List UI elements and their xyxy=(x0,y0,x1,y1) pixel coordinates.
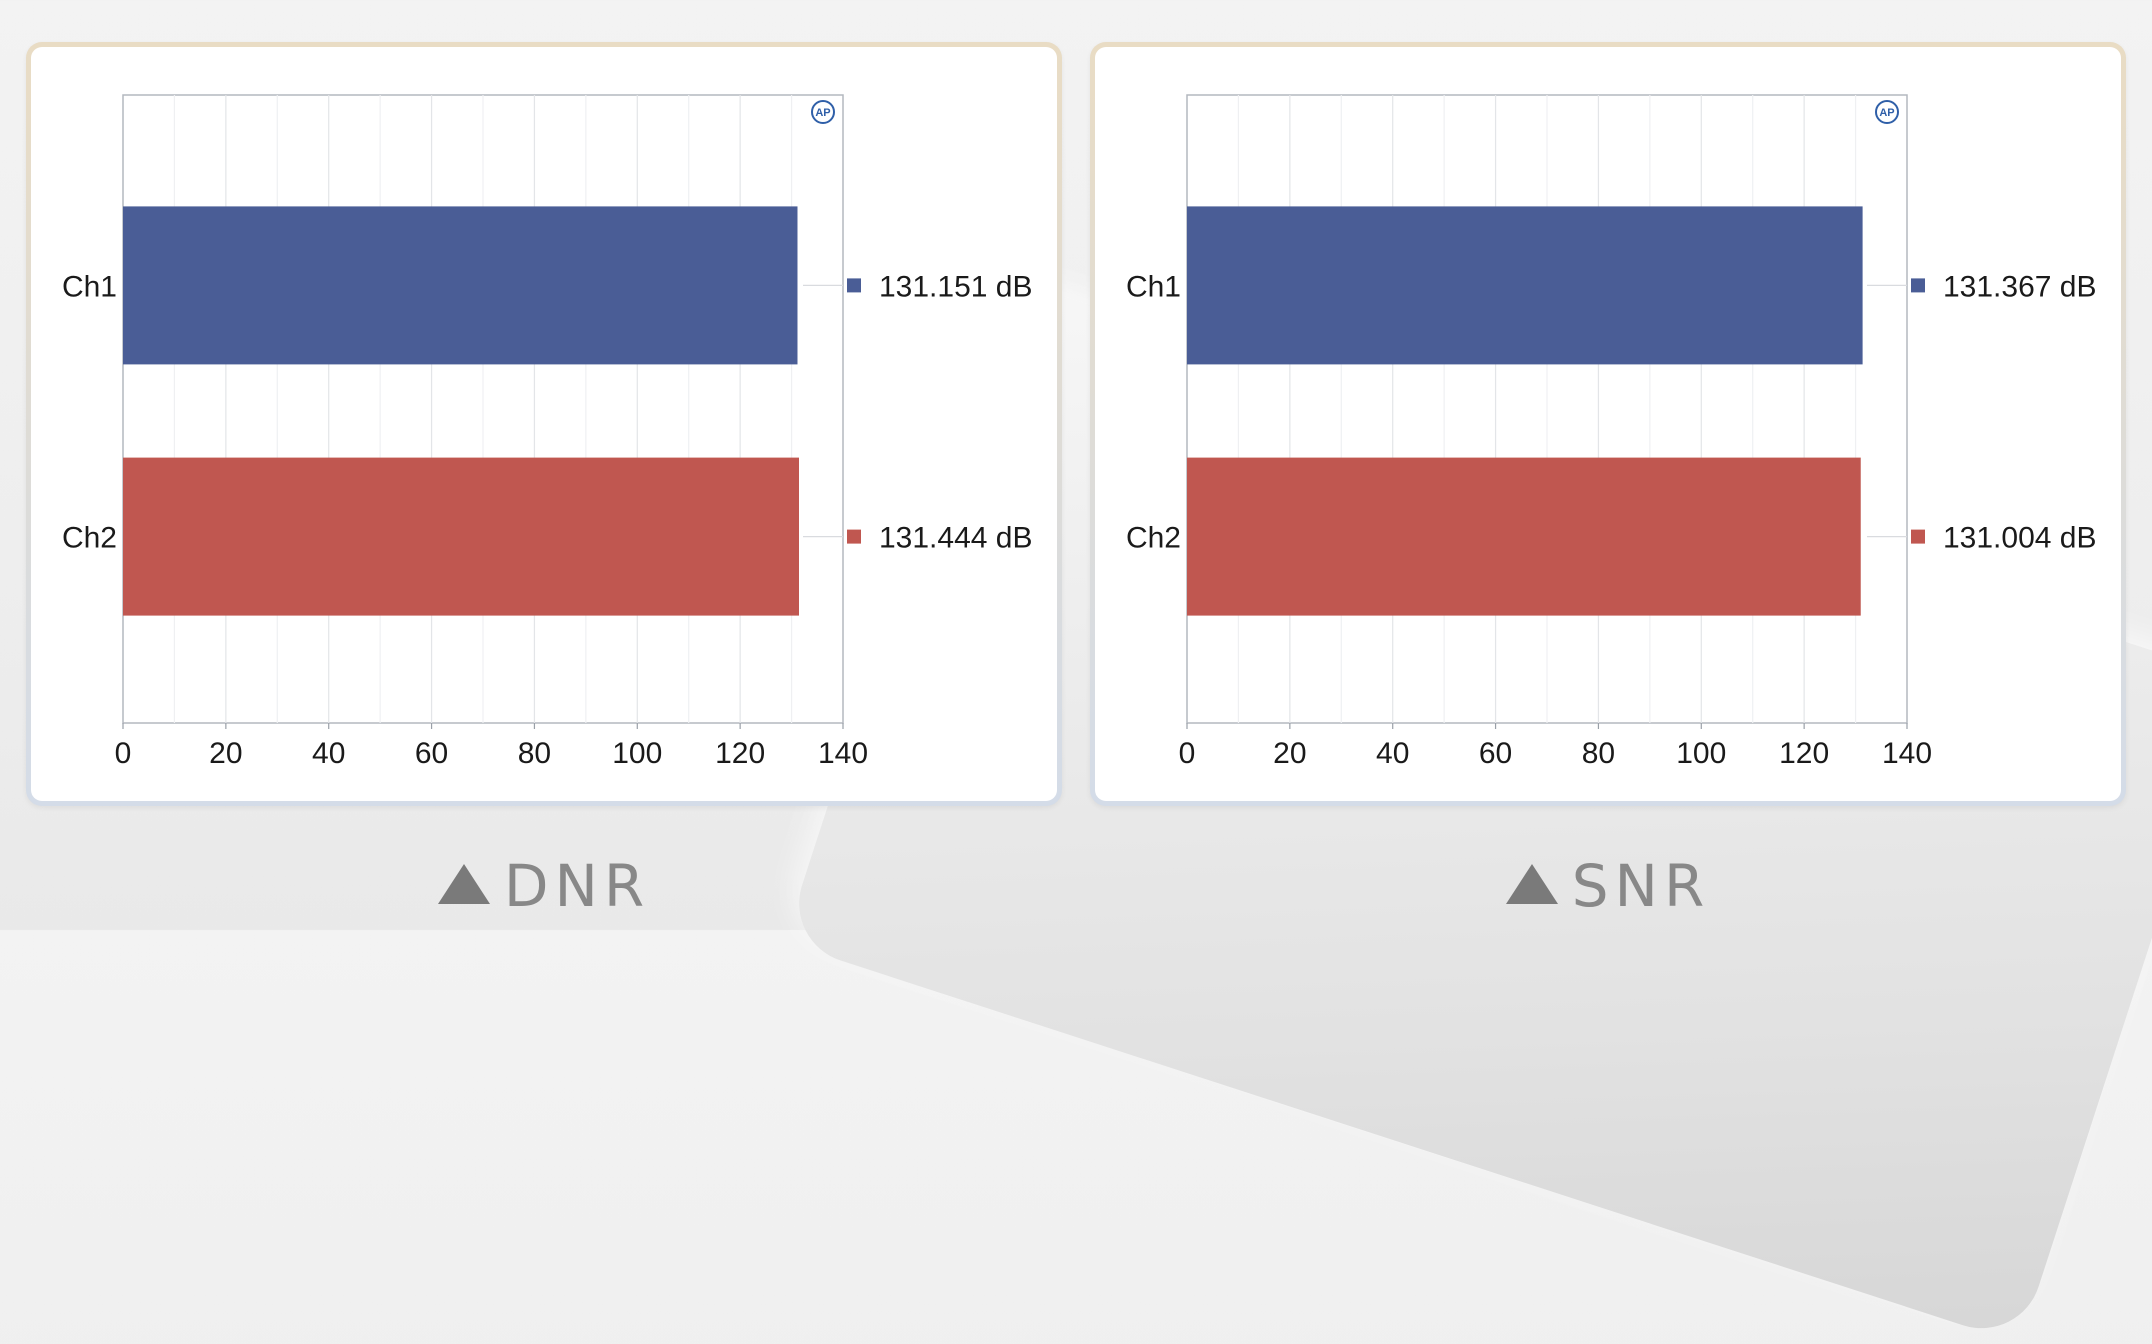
snr-legend-marker xyxy=(1911,529,1925,544)
dnr-value-label: 131.444 dB xyxy=(879,522,1032,555)
dnr-x-tick-label: 20 xyxy=(209,737,242,770)
snr-x-tick-label: 0 xyxy=(1179,737,1196,770)
triangle-up-icon xyxy=(437,864,490,904)
snr-x-tick-label: 120 xyxy=(1779,737,1829,770)
dnr-bar-ch2 xyxy=(123,457,799,616)
triangle-up-icon xyxy=(1505,864,1558,904)
dnr-x-tick-label: 100 xyxy=(612,737,662,770)
dnr-category-label: Ch1 xyxy=(62,270,117,303)
ap-logo-text: AP xyxy=(815,107,830,119)
snr-x-tick-label: 140 xyxy=(1882,737,1932,770)
snr-x-tick-label: 60 xyxy=(1479,737,1512,770)
ap-logo-icon: AP xyxy=(811,100,835,124)
dnr-category-label: Ch2 xyxy=(62,522,117,555)
dnr-x-tick-label: 120 xyxy=(715,737,765,770)
dnr-x-tick-label: 140 xyxy=(818,737,868,770)
dnr-caption: DNR xyxy=(26,852,1062,920)
dnr-caption-text: DNR xyxy=(503,852,651,920)
snr-caption-text: SNR xyxy=(1571,852,1711,920)
snr-value-label: 131.004 dB xyxy=(1943,522,2096,555)
snr-x-tick-label: 80 xyxy=(1582,737,1615,770)
dnr-x-tick-label: 80 xyxy=(518,737,551,770)
snr-category-label: Ch2 xyxy=(1126,522,1181,555)
ap-logo-icon: AP xyxy=(1875,100,1899,124)
snr-x-tick-label: 20 xyxy=(1273,737,1306,770)
snr-value-label: 131.367 dB xyxy=(1943,270,2096,303)
dnr-chart-panel: AP Ch1 131.151 dB Ch2 131.444 dB 0 20 40 60 80 100… xyxy=(26,42,1062,806)
dnr-chart: AP Ch1 131.151 dB Ch2 131.444 dB 0 20 40 60 80 100… xyxy=(62,94,1032,770)
snr-bar-ch1 xyxy=(1187,206,1863,365)
snr-category-label: Ch1 xyxy=(1126,270,1181,303)
snr-chart: AP Ch1 131.367 dB Ch2 131.004 dB 0 20 40 60 80 100… xyxy=(1126,94,2096,770)
dnr-x-tick-label: 40 xyxy=(312,737,345,770)
snr-chart-panel: AP Ch1 131.367 dB Ch2 131.004 dB 0 20 40 60 80 100… xyxy=(1090,42,2126,806)
ap-logo-text: AP xyxy=(1879,107,1894,119)
dnr-legend-marker xyxy=(847,529,861,544)
snr-x-tick-label: 100 xyxy=(1676,737,1726,770)
dnr-x-tick-label: 60 xyxy=(415,737,448,770)
dnr-x-tick-label: 0 xyxy=(115,737,132,770)
snr-caption: SNR xyxy=(1090,852,2126,920)
snr-x-tick-label: 40 xyxy=(1376,737,1409,770)
dnr-value-label: 131.151 dB xyxy=(879,270,1032,303)
dnr-legend-marker xyxy=(847,278,861,293)
snr-bar-ch2 xyxy=(1187,457,1861,616)
dnr-bar-ch1 xyxy=(123,206,798,365)
snr-legend-marker xyxy=(1911,278,1925,293)
